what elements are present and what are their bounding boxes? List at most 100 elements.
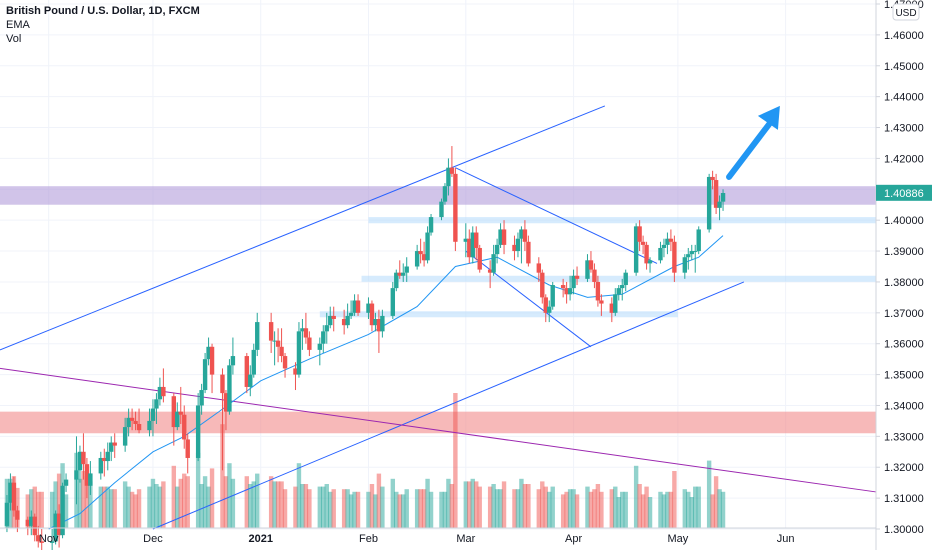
- volume-bar: [501, 481, 507, 528]
- candle-body: [661, 244, 667, 248]
- volume-bar: [414, 489, 420, 528]
- volume-bar: [720, 491, 726, 528]
- volume-bar: [571, 489, 576, 528]
- candle-body: [244, 356, 250, 387]
- volume-bar: [272, 481, 277, 528]
- volume-bar: [129, 491, 135, 528]
- price-zone: [0, 186, 876, 205]
- volume-bar: [613, 486, 618, 528]
- candle-body: [394, 272, 399, 289]
- candle-body: [25, 519, 31, 526]
- candle-body: [154, 399, 159, 409]
- volume-bar: [640, 494, 646, 528]
- volume-bar: [178, 478, 183, 528]
- candle-body: [390, 288, 396, 316]
- x-tick-label: Dec: [143, 533, 163, 545]
- candle-body: [376, 319, 382, 332]
- volume-bar: [536, 489, 542, 528]
- candle-body: [36, 535, 41, 542]
- volume-bar: [248, 484, 253, 528]
- candle-body: [526, 241, 531, 264]
- candle-body: [668, 238, 674, 242]
- volume-bar: [324, 484, 329, 528]
- arrow-head: [757, 105, 780, 130]
- symbol-title[interactable]: British Pound / U.S. Dollar, 1D, FXCM: [6, 5, 200, 17]
- candle-body: [303, 328, 309, 338]
- volume-bar: [390, 478, 396, 528]
- y-tick-label: 1.35000: [884, 370, 924, 382]
- volume-bar: [300, 484, 305, 528]
- volume-bar: [102, 486, 107, 528]
- candle-body: [8, 482, 13, 503]
- candle-body: [126, 417, 131, 428]
- candle-body: [296, 331, 302, 375]
- volume-bar: [202, 476, 208, 528]
- candle-body: [682, 257, 688, 273]
- volume-bar: [303, 484, 309, 528]
- volume-bar: [268, 476, 274, 528]
- volume-bar: [220, 424, 225, 528]
- candle-body: [133, 420, 138, 424]
- y-tick-label: 1.33000: [884, 431, 924, 443]
- candle-body: [543, 297, 548, 313]
- candle-body: [439, 201, 444, 218]
- candle-body: [588, 260, 594, 270]
- candle-body: [195, 405, 201, 458]
- volume-bar: [599, 491, 604, 528]
- volume-bar: [658, 491, 663, 528]
- volume-bar: [352, 491, 357, 528]
- volume-bar: [446, 478, 451, 528]
- trendline: [0, 105, 606, 351]
- chart-legend: British Pound / U.S. Dollar, 1D, FXCM EM…: [6, 4, 200, 46]
- y-tick-label: 1.46000: [884, 30, 924, 42]
- volume-bar: [147, 486, 152, 528]
- volume-bar: [494, 489, 500, 528]
- candle-body: [324, 325, 329, 332]
- candle-body: [644, 244, 649, 264]
- candle-body: [599, 300, 604, 304]
- volume-bar: [620, 491, 625, 528]
- candle-body: [487, 269, 493, 273]
- y-tick-label: 1.45000: [884, 61, 924, 73]
- volume-bar: [665, 491, 670, 528]
- y-tick-label: 1.34000: [884, 400, 924, 412]
- candle-body: [328, 315, 333, 326]
- x-tick-label: Nov: [39, 533, 59, 545]
- y-tick-label: 1.42000: [884, 153, 924, 165]
- candle-body: [129, 417, 135, 421]
- volume-bar: [345, 489, 350, 528]
- candle-body: [686, 254, 691, 258]
- candle-body: [348, 312, 354, 316]
- candle-body: [77, 451, 83, 471]
- volume-bar: [369, 484, 375, 528]
- volume-bar: [404, 489, 409, 528]
- x-tick-label: Apr: [565, 533, 582, 545]
- ema-legend-label[interactable]: EMA: [6, 19, 30, 31]
- vol-legend-label[interactable]: Vol: [6, 33, 22, 45]
- candle-body: [397, 272, 402, 276]
- candle-body: [515, 238, 521, 252]
- y-tick-label: 1.38000: [884, 277, 924, 289]
- annotations: [726, 105, 780, 180]
- volume-bar: [463, 481, 469, 528]
- candle-body: [60, 485, 65, 536]
- volume-bar: [588, 491, 594, 528]
- volume-bar: [467, 481, 472, 528]
- candle-body: [453, 173, 458, 242]
- volume-bar: [564, 491, 569, 528]
- volume-bar: [560, 494, 566, 528]
- volume-bar: [182, 473, 187, 528]
- candle-body: [317, 343, 323, 350]
- volume-bar: [574, 494, 580, 528]
- volume-bar: [522, 484, 528, 528]
- volume-bar: [540, 481, 545, 528]
- volume-bar: [227, 463, 232, 528]
- candle-body: [53, 513, 58, 542]
- y-tick-label: 1.43000: [884, 123, 924, 135]
- candle-body: [647, 260, 653, 264]
- volume-bar: [373, 494, 378, 528]
- candle-body: [567, 288, 573, 295]
- volume-bar: [418, 489, 423, 528]
- volume-bar: [637, 484, 642, 528]
